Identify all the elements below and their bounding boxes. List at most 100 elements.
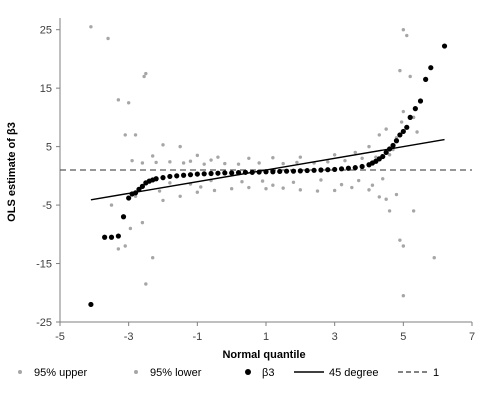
point-beta3 — [108, 234, 115, 240]
point-beta3 — [390, 142, 396, 149]
point-95-lower — [411, 209, 416, 213]
point-beta3 — [242, 169, 248, 175]
point-95-upper — [408, 74, 412, 79]
point-95-upper — [89, 25, 93, 29]
point-95-upper — [236, 162, 241, 166]
y-axis-ticks: 25 15 5 -5 -15 -25 — [36, 25, 60, 329]
point-beta3 — [383, 149, 389, 156]
point-95-upper — [188, 159, 193, 163]
point-beta3 — [387, 146, 393, 152]
y-tick-label: 5 — [46, 142, 52, 154]
point-95-lower — [128, 226, 133, 231]
x-tick-label: -1 — [192, 331, 202, 343]
x-axis-ticks: -5 -3 -1 1 3 5 7 — [55, 322, 475, 343]
point-beta3 — [139, 183, 145, 189]
point-95-upper — [415, 130, 419, 134]
point-95-upper — [202, 162, 206, 166]
point-beta3 — [222, 170, 228, 176]
point-beta3 — [325, 167, 331, 173]
point-95-upper — [405, 33, 409, 38]
point-95-lower — [260, 179, 265, 183]
point-95-upper — [295, 160, 299, 165]
point-beta3 — [136, 186, 142, 192]
point-beta3 — [120, 214, 127, 220]
point-95-lower — [387, 209, 392, 213]
point-beta3 — [397, 132, 403, 138]
point-beta3 — [380, 153, 386, 160]
point-95-lower — [432, 255, 436, 260]
point-95-upper — [142, 74, 146, 79]
point-beta3 — [270, 169, 276, 175]
point-beta3 — [201, 171, 207, 177]
point-95-upper — [154, 160, 158, 165]
point-beta3 — [153, 176, 159, 182]
point-95-upper — [161, 143, 165, 147]
point-95-upper — [116, 98, 121, 102]
point-95-upper — [168, 160, 172, 164]
point-95-upper — [178, 144, 182, 149]
point-beta3 — [311, 167, 317, 173]
point-beta3 — [297, 168, 303, 174]
point-95-upper — [151, 154, 155, 158]
point-beta3 — [393, 138, 400, 144]
point-beta3 — [304, 167, 310, 174]
point-95-upper — [377, 133, 381, 137]
point-95-upper — [367, 144, 371, 149]
point-95-lower — [401, 244, 406, 248]
point-95-lower — [212, 188, 217, 193]
point-95-lower — [394, 192, 399, 197]
point-95-upper — [398, 68, 402, 73]
point-95-lower — [133, 194, 138, 199]
point-beta3 — [208, 170, 214, 177]
legend: 95% upper 95% lower β3 45 degree 1 — [18, 367, 439, 379]
point-95-upper — [247, 156, 251, 161]
point-beta3 — [194, 171, 200, 177]
point-95-lower — [381, 177, 385, 181]
point-95-lower — [291, 180, 296, 184]
point-95-upper — [133, 133, 138, 137]
point-95-upper — [298, 155, 303, 159]
point-beta3 — [284, 168, 290, 174]
point-95-upper — [401, 109, 406, 114]
point-beta3 — [318, 167, 324, 173]
point-95-lower — [229, 187, 234, 191]
legend-marker — [134, 370, 138, 374]
point-beta3 — [290, 168, 297, 174]
point-beta3 — [407, 114, 413, 120]
point-95-lower — [339, 182, 344, 187]
point-beta3 — [345, 165, 351, 171]
legend-label: β3 — [262, 367, 274, 379]
x-tick-label: 5 — [400, 331, 406, 343]
point-95-lower — [140, 220, 145, 225]
y-tick-label: -5 — [42, 200, 52, 212]
point-95-lower — [199, 185, 203, 189]
point-beta3 — [332, 166, 338, 173]
point-95-lower — [350, 185, 354, 190]
point-95-upper — [271, 156, 275, 160]
point-95-upper — [332, 153, 337, 157]
y-tick-label: 15 — [40, 83, 52, 95]
point-beta3 — [215, 170, 221, 176]
x-tick-label: 1 — [263, 331, 269, 343]
point-95-upper — [144, 71, 148, 76]
legend-label: 95% upper — [34, 367, 88, 379]
point-beta3 — [412, 106, 418, 112]
x-tick-label: 7 — [469, 331, 475, 343]
point-95-lower — [319, 178, 323, 182]
point-95-upper — [126, 101, 131, 105]
point-95-lower — [332, 188, 337, 193]
x-axis-title: Normal quantile — [222, 349, 305, 361]
point-95-upper — [326, 160, 330, 164]
point-beta3 — [187, 172, 194, 178]
legend-label: 45 degree — [329, 367, 379, 379]
point-beta3 — [160, 175, 166, 181]
point-beta3 — [423, 76, 429, 82]
point-95-lower — [264, 187, 268, 191]
point-95-lower — [157, 189, 162, 193]
point-95-lower — [151, 255, 155, 260]
point-beta3 — [400, 128, 406, 135]
point-95-lower — [384, 197, 388, 201]
point-95-upper — [181, 161, 186, 165]
